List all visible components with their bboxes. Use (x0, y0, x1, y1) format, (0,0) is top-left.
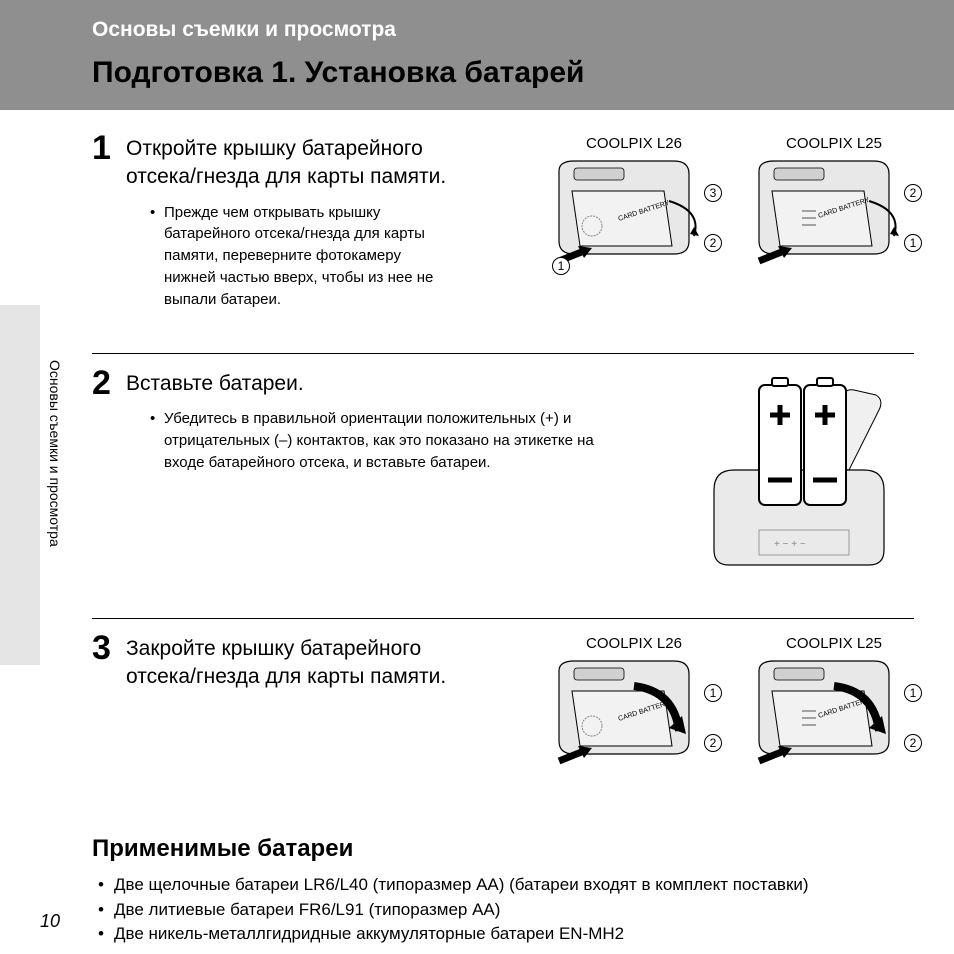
figure-label: COOLPIX L25 (754, 135, 914, 152)
battery-types-list: Две щелочные батареи LR6/L40 (типоразмер… (92, 873, 914, 947)
figure-l25: COOLPIX L25 CARD BATTERY (754, 135, 914, 271)
side-label: Основы съемки и просмотра (47, 360, 63, 547)
callout-2: 2 (904, 184, 922, 202)
list-item: Две литиевые батареи FR6/L91 (типоразмер… (98, 898, 914, 923)
figure-l26: COOLPIX L26 CARD BATTERY 3 2 (554, 135, 714, 271)
callout-1: 1 (552, 257, 570, 275)
bullet: Убедитесь в правильной ориентации положи… (150, 408, 626, 473)
illustration: CARD BATTERY 3 2 1 (554, 156, 714, 271)
figure-l26: COOLPIX L26 CARD BATTERY 1 2 (554, 635, 714, 771)
side-tab (0, 305, 40, 665)
content-area: 1 Откройте крышку батарейного отсека/гне… (92, 135, 914, 947)
list-item: Две никель-металлгидридные аккумуляторны… (98, 922, 914, 947)
callout-1: 1 (704, 684, 722, 702)
step-bullets: Прежде чем открывать крышку батарейного … (126, 202, 436, 311)
callout-1: 1 (904, 684, 922, 702)
figure-label: COOLPIX L26 (554, 635, 714, 652)
page-number: 10 (40, 911, 60, 932)
subsection-title: Применимые батареи (92, 835, 914, 863)
step-bullets: Убедитесь в правильной ориентации положи… (126, 408, 626, 473)
page-title: Подготовка 1. Установка батарей (92, 56, 954, 90)
illustration: CARD BATTERY 1 2 (554, 656, 714, 771)
figure-label: COOLPIX L25 (754, 635, 914, 652)
step-number: 1 (92, 131, 126, 335)
header-bar: Основы съемки и просмотра Подготовка 1. … (0, 0, 954, 110)
callout-3: 3 (704, 184, 722, 202)
step-text: Откройте крышку батарейного отсека/гнезд… (126, 135, 456, 192)
step-3: 3 Закройте крышку батарейного отсека/гне… (92, 635, 914, 805)
illustration: CARD BATTERY 1 2 (754, 656, 914, 771)
step-number: 2 (92, 366, 126, 600)
callout-2: 2 (704, 734, 722, 752)
callout-2: 2 (704, 234, 722, 252)
divider (92, 618, 914, 619)
illustration: CARD BATTERY 2 1 (754, 156, 914, 271)
callout-1: 1 (904, 234, 922, 252)
step-1: 1 Откройте крышку батарейного отсека/гне… (92, 135, 914, 335)
figure-l25: COOLPIX L25 CARD BATTERY (754, 635, 914, 771)
figure-label: COOLPIX L26 (554, 135, 714, 152)
section-label: Основы съемки и просмотра (92, 18, 954, 42)
list-item: Две щелочные батареи LR6/L40 (типоразмер… (98, 873, 914, 898)
callout-2: 2 (904, 734, 922, 752)
bullet: Прежде чем открывать крышку батарейного … (150, 202, 436, 311)
step-2: 2 Вставьте батареи. Убедитесь в правильн… (92, 370, 914, 600)
step-number: 3 (92, 631, 126, 805)
divider (92, 353, 914, 354)
battery-illustration: + − + − (704, 370, 894, 560)
svg-text:+ − + −: + − + − (774, 539, 806, 550)
step-text: Закройте крышку батарейного отсека/гнезд… (126, 635, 456, 692)
